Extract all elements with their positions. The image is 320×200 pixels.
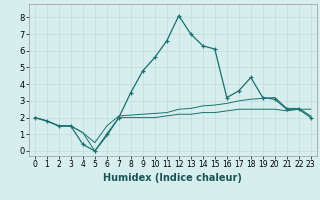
X-axis label: Humidex (Indice chaleur): Humidex (Indice chaleur) <box>103 173 242 183</box>
